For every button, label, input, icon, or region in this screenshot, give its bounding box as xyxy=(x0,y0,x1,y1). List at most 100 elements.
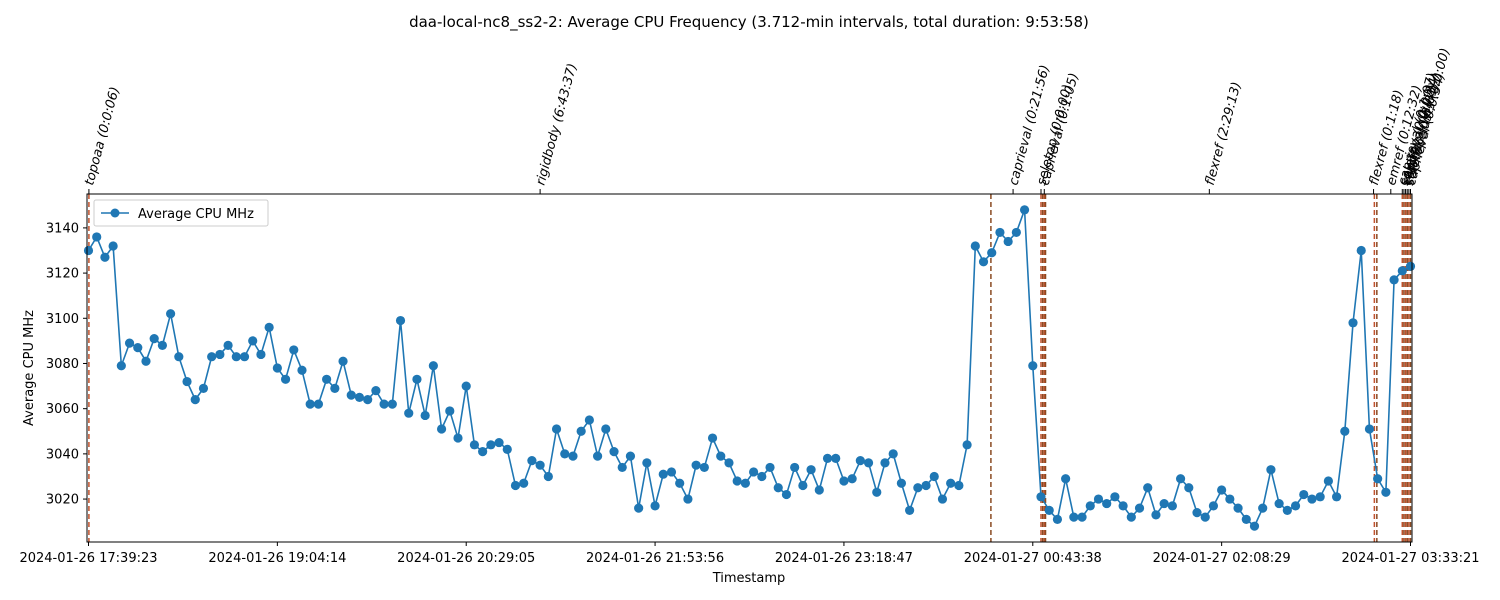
legend-entry: Average CPU MHz xyxy=(138,207,254,222)
data-point xyxy=(1233,503,1243,513)
data-point xyxy=(166,309,176,319)
data-point xyxy=(749,467,759,477)
x-tick-label: 2024-01-27 00:43:38 xyxy=(964,551,1102,566)
data-point xyxy=(174,352,184,362)
data-point xyxy=(781,489,792,500)
data-point xyxy=(1225,494,1235,504)
data-point xyxy=(395,315,406,326)
data-point xyxy=(280,374,291,384)
data-point xyxy=(1036,492,1046,502)
data-point xyxy=(1102,498,1112,509)
data-point xyxy=(1373,474,1383,484)
legend-box xyxy=(93,199,269,227)
data-point xyxy=(1249,521,1260,531)
data-point xyxy=(970,241,980,251)
data-point xyxy=(338,356,348,366)
data-point xyxy=(978,257,989,267)
data-point xyxy=(363,395,373,405)
x-tick-label: 2024-01-26 17:39:23 xyxy=(19,551,157,566)
data-point xyxy=(732,476,742,486)
data-point xyxy=(1069,512,1079,522)
data-point xyxy=(1348,318,1358,328)
data-point xyxy=(1052,514,1063,525)
data-point xyxy=(1315,492,1325,502)
data-point xyxy=(116,361,126,371)
data-point xyxy=(1192,508,1202,518)
y-tick-label: 3060 xyxy=(46,402,79,417)
legend-marker-sample xyxy=(110,208,120,218)
data-point xyxy=(880,458,890,468)
y-tick-label: 3020 xyxy=(46,493,79,508)
data-point xyxy=(1126,512,1136,522)
data-point xyxy=(519,478,529,488)
series-line xyxy=(87,209,1411,528)
data-point xyxy=(584,415,594,425)
data-point xyxy=(149,334,159,344)
data-point xyxy=(453,433,463,443)
marker-lines-layer xyxy=(88,194,1412,542)
data-point xyxy=(157,340,167,350)
data-point xyxy=(872,487,882,497)
data-point xyxy=(371,386,381,396)
data-point xyxy=(108,241,118,251)
data-point xyxy=(1389,275,1399,285)
stage-annotation-label: flexref (2:29:13) xyxy=(1203,80,1245,187)
stage-annotation-label: topoaa (0:0:06) xyxy=(82,85,123,187)
data-point xyxy=(658,469,668,479)
y-tick-label: 3100 xyxy=(46,312,79,327)
data-point xyxy=(855,456,865,466)
data-point xyxy=(404,408,414,418)
data-point xyxy=(239,352,250,362)
data-point xyxy=(289,345,299,355)
data-point xyxy=(100,252,110,262)
data-point xyxy=(1323,476,1333,486)
data-point xyxy=(995,227,1005,238)
data-point xyxy=(1077,512,1087,522)
data-point xyxy=(223,340,233,350)
data-point xyxy=(543,471,553,482)
data-point xyxy=(921,480,931,491)
y-axis-label: Average CPU MHz xyxy=(22,310,37,426)
axes-layer: 3020 3040 3060 3080 3100 3120 3140 2024-01-26 1… xyxy=(19,193,1480,566)
data-point xyxy=(1307,494,1317,504)
data-point xyxy=(313,399,324,409)
data-point xyxy=(1364,424,1375,434)
data-point xyxy=(987,248,997,258)
data-point xyxy=(1011,227,1021,238)
data-point xyxy=(798,480,808,491)
x-tick-label: 2024-01-26 23:18:47 xyxy=(775,551,913,566)
stage-annotation-label: rigidbody (6:43:37) xyxy=(533,62,580,187)
data-point xyxy=(642,458,652,468)
x-axis-label: Timestamp xyxy=(712,571,786,586)
data-point xyxy=(215,349,225,360)
data-point xyxy=(1208,501,1219,511)
data-point xyxy=(724,458,734,468)
data-point xyxy=(929,471,939,482)
data-point xyxy=(1356,245,1366,256)
chart-title: daa-local-nc8_ss2-2: Average CPU Frequen… xyxy=(409,13,1089,32)
data-point xyxy=(182,376,192,387)
data-point xyxy=(962,440,972,450)
x-tick-label: 2024-01-27 03:33:21 xyxy=(1341,551,1479,566)
data-point xyxy=(576,426,586,436)
data-point xyxy=(1167,501,1177,511)
data-point xyxy=(502,444,512,454)
data-point xyxy=(1175,474,1186,484)
data-point xyxy=(1134,503,1145,513)
data-point xyxy=(1266,465,1276,475)
data-point xyxy=(330,383,340,393)
data-point xyxy=(675,478,685,488)
data-point xyxy=(1184,483,1194,493)
data-point xyxy=(954,480,964,491)
data-point xyxy=(207,352,217,362)
data-point xyxy=(814,485,824,495)
data-point xyxy=(494,437,504,448)
data-point xyxy=(913,483,923,493)
data-point xyxy=(790,462,800,473)
data-point xyxy=(190,395,200,405)
data-point xyxy=(1274,498,1284,509)
data-point xyxy=(478,447,488,457)
data-point xyxy=(1085,501,1095,511)
data-point xyxy=(765,462,775,473)
